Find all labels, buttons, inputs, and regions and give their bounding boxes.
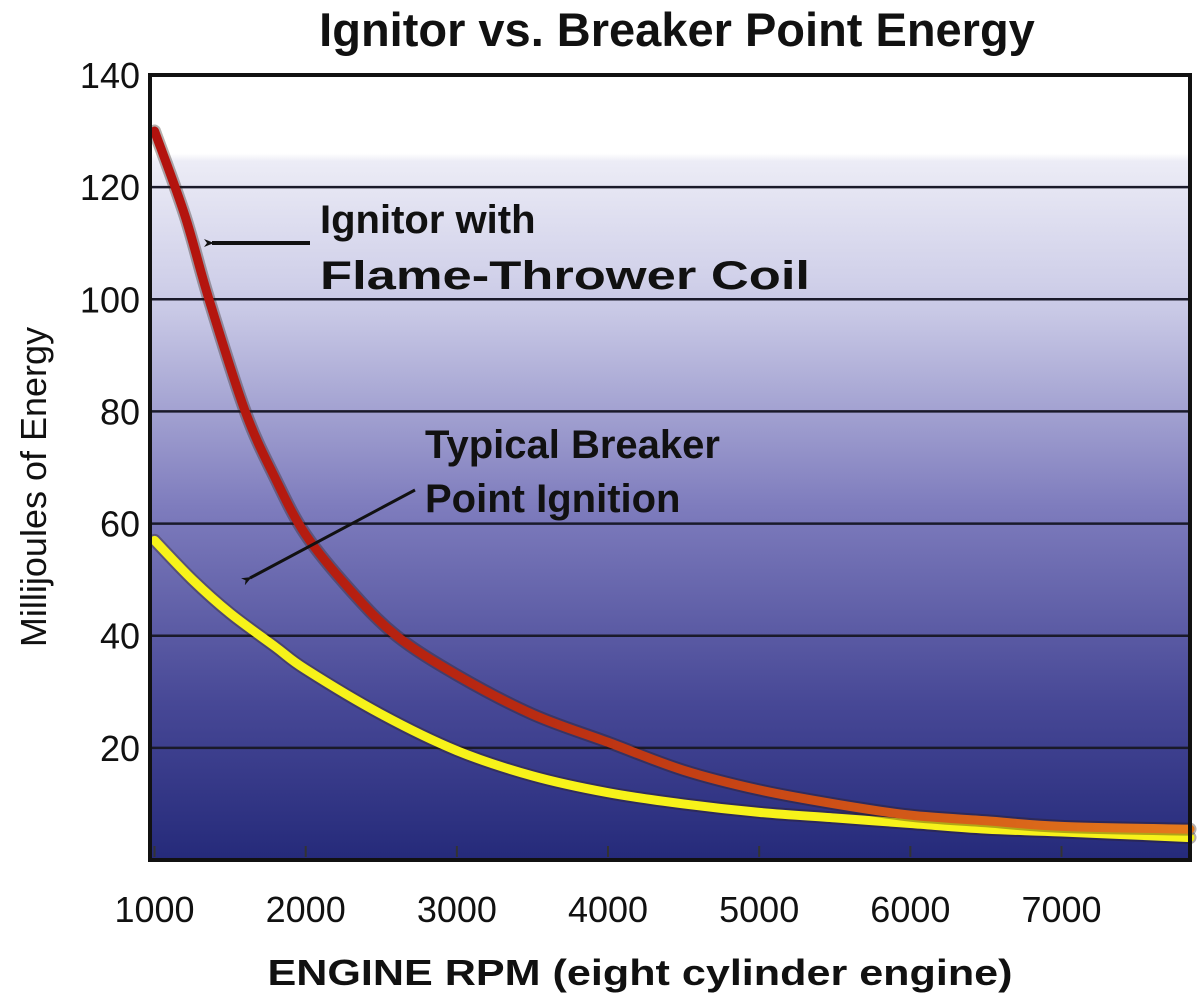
- x-tick-label: 3000: [417, 889, 497, 930]
- chart-title: Ignitor vs. Breaker Point Energy: [319, 3, 1035, 56]
- x-axis-label: ENGINE RPM (eight cylinder engine): [268, 952, 1013, 993]
- annotation-ignitor-line1: Ignitor with: [320, 198, 536, 242]
- series-ignitor-line: [150, 126, 1195, 834]
- plot-frame: [148, 73, 1192, 862]
- y-axis-label: Millijoules of Energy: [13, 327, 54, 647]
- plot-area: [150, 75, 1190, 860]
- annotation-breaker: Typical Breaker Point Ignition: [241, 423, 720, 586]
- y-tick-label: 60: [100, 504, 140, 545]
- y-tick-label: 20: [100, 728, 140, 769]
- arrow-icon: [241, 488, 416, 586]
- x-tick-label: 2000: [266, 889, 346, 930]
- y-tick-label: 140: [80, 55, 140, 96]
- y-tick-label: 80: [100, 391, 140, 432]
- x-tick-label: 7000: [1021, 889, 1101, 930]
- x-tick-label: 4000: [568, 889, 648, 930]
- y-tick-label: 100: [80, 279, 140, 320]
- x-tick-label: 5000: [719, 889, 799, 930]
- y-tick-label: 120: [80, 167, 140, 208]
- series-breaker-line: [150, 535, 1195, 843]
- x-tick-label: 1000: [114, 889, 194, 930]
- x-tick-label: 6000: [870, 889, 950, 930]
- annotation-ignitor-line2: Flame-Thrower Coil: [320, 254, 810, 298]
- annotation-breaker-line1: Typical Breaker: [425, 423, 720, 467]
- annotation-breaker-line2: Point Ignition: [425, 477, 681, 521]
- annotation-ignitor: Ignitor with Flame-Thrower Coil: [204, 198, 810, 298]
- y-tick-label: 40: [100, 616, 140, 657]
